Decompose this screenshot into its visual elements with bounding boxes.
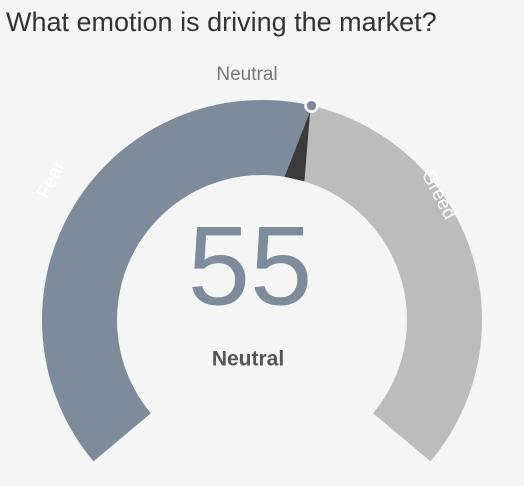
value-label: 55 <box>188 204 313 329</box>
chart-title: What emotion is driving the market? <box>6 7 437 37</box>
fear-arc <box>42 100 312 462</box>
greed-arc <box>294 105 483 462</box>
pointer-dot <box>304 98 319 113</box>
rating-label: Neutral <box>212 348 284 371</box>
needle <box>284 111 311 182</box>
pointer-label: Neutral <box>216 64 277 85</box>
